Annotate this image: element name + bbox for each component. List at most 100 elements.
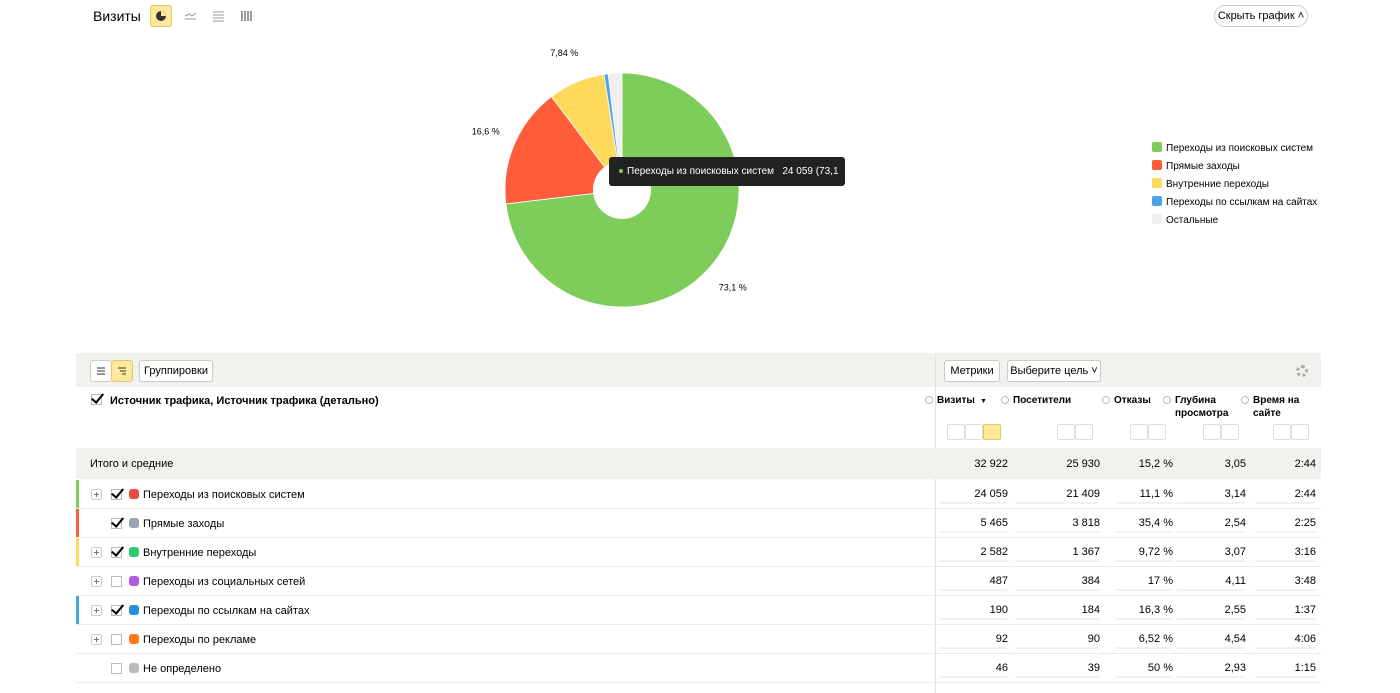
cell-value: 4,11 bbox=[1225, 575, 1246, 587]
column-title[interactable]: Глубина просмотра bbox=[1175, 395, 1229, 419]
view-toggle[interactable] bbox=[1273, 424, 1291, 440]
row-checkbox[interactable] bbox=[111, 663, 122, 674]
view-toggle[interactable] bbox=[1221, 424, 1239, 440]
sort-indicator: ▼ bbox=[979, 398, 987, 405]
view-toggle[interactable] bbox=[1203, 424, 1221, 440]
view-toggle[interactable] bbox=[1057, 424, 1075, 440]
sort-radio[interactable] bbox=[1001, 396, 1009, 404]
cell-track bbox=[1015, 589, 1099, 591]
pie-view-button[interactable] bbox=[150, 5, 172, 27]
tooltip: Переходы из поисковых систем 24 059 (73,… bbox=[609, 157, 845, 206]
list-view-button[interactable] bbox=[90, 360, 112, 382]
line-view-button[interactable] bbox=[180, 5, 202, 27]
column-header: Визиты ▼ bbox=[925, 394, 1005, 408]
cell-value: 3:48 bbox=[1294, 575, 1316, 587]
column-divider bbox=[935, 353, 936, 693]
groupings-button[interactable]: Группировки bbox=[139, 360, 213, 382]
cell-value: 5 465 bbox=[980, 517, 1008, 529]
expand-button[interactable] bbox=[91, 576, 102, 587]
cell-value: 39 bbox=[1087, 662, 1100, 674]
row-checkbox[interactable] bbox=[111, 547, 122, 558]
cell-value: 6,52 % bbox=[1138, 633, 1173, 645]
row-checkbox[interactable] bbox=[111, 489, 122, 500]
dimension-checkbox[interactable] bbox=[91, 394, 102, 405]
cell-track bbox=[1255, 676, 1315, 678]
expand-button[interactable] bbox=[91, 634, 102, 645]
column-title[interactable]: Посетители bbox=[1013, 395, 1072, 406]
legend-swatch bbox=[1152, 214, 1162, 224]
row-label: Переходы по рекламе bbox=[143, 634, 257, 646]
hide-chart-button[interactable]: Скрыть график ˄ bbox=[1214, 5, 1308, 27]
cell-track bbox=[1116, 531, 1172, 533]
hide-chart-label: Скрыть график bbox=[1217, 10, 1295, 22]
settings-icon[interactable] bbox=[1296, 365, 1308, 377]
view-toggle[interactable] bbox=[1291, 424, 1309, 440]
bar-view-button[interactable] bbox=[236, 5, 258, 27]
column-header: Время на сайте bbox=[1241, 394, 1313, 420]
cell-track bbox=[1255, 531, 1315, 533]
view-toggle[interactable] bbox=[965, 424, 983, 440]
metrics-button[interactable]: Метрики bbox=[944, 360, 1000, 382]
view-toggle[interactable] bbox=[1075, 424, 1093, 440]
sort-radio[interactable] bbox=[925, 396, 933, 404]
cell-value: 1 367 bbox=[1072, 546, 1100, 558]
list-icon bbox=[97, 367, 105, 375]
cell-track bbox=[1255, 618, 1315, 620]
cell-track bbox=[1255, 560, 1315, 562]
cell-track bbox=[1177, 502, 1245, 504]
row-separator bbox=[76, 624, 1321, 625]
cell-track bbox=[1177, 647, 1245, 649]
cell-value: 2,93 bbox=[1224, 662, 1246, 674]
row-color-stripe bbox=[76, 596, 79, 624]
legend-item: Переходы из поисковых систем bbox=[1152, 142, 1313, 156]
cell-track bbox=[1015, 531, 1099, 533]
area-icon bbox=[213, 11, 224, 22]
column-title[interactable]: Время на сайте bbox=[1253, 395, 1300, 419]
view-toggle[interactable] bbox=[947, 424, 965, 440]
cell-value: 4,54 bbox=[1224, 633, 1246, 645]
sort-radio[interactable] bbox=[1241, 396, 1249, 404]
view-toggle[interactable] bbox=[983, 424, 1001, 440]
goal-button[interactable]: Выберите цель ˅ bbox=[1007, 360, 1101, 382]
cell-value: 3:16 bbox=[1294, 546, 1316, 558]
cell-track bbox=[1116, 502, 1172, 504]
cell-value: 90 bbox=[1087, 633, 1100, 645]
tooltip-label: Переходы из поисковых систем bbox=[627, 166, 775, 177]
cell-value: 2,55 bbox=[1224, 604, 1246, 616]
column-title[interactable]: Визиты bbox=[937, 395, 975, 406]
source-icon bbox=[129, 518, 139, 528]
tree-icon bbox=[118, 367, 126, 375]
sort-radio[interactable] bbox=[1163, 396, 1171, 404]
view-toggle[interactable] bbox=[1148, 424, 1166, 440]
cell-value: 2:25 bbox=[1294, 517, 1316, 529]
legend-label: Переходы из поисковых систем bbox=[1166, 143, 1314, 154]
cell-track bbox=[1177, 560, 1245, 562]
cell-track bbox=[939, 647, 1007, 649]
row-label: Переходы из поисковых систем bbox=[143, 489, 305, 501]
view-toggle[interactable] bbox=[1130, 424, 1148, 440]
row-checkbox[interactable] bbox=[111, 605, 122, 616]
cell-track bbox=[1015, 676, 1099, 678]
column-header: Отказы bbox=[1102, 394, 1170, 407]
cell-value: 4:06 bbox=[1294, 633, 1316, 645]
expand-button[interactable] bbox=[91, 489, 102, 500]
row-checkbox[interactable] bbox=[111, 518, 122, 529]
area-view-button[interactable] bbox=[208, 5, 230, 27]
row-separator bbox=[76, 508, 1321, 509]
sort-radio[interactable] bbox=[1102, 396, 1110, 404]
pie-icon bbox=[156, 11, 166, 21]
cell-track bbox=[1015, 647, 1099, 649]
cell-value: 21 409 bbox=[1066, 488, 1100, 500]
expand-button[interactable] bbox=[91, 605, 102, 616]
cell-value: 50 % bbox=[1147, 662, 1173, 674]
row-checkbox[interactable] bbox=[111, 576, 122, 587]
row-checkbox[interactable] bbox=[111, 634, 122, 645]
report-title: Визиты bbox=[93, 8, 141, 24]
tree-view-button[interactable] bbox=[111, 360, 133, 382]
column-title[interactable]: Отказы bbox=[1114, 395, 1151, 406]
cell-track bbox=[1255, 589, 1315, 591]
expand-button[interactable] bbox=[91, 547, 102, 558]
cell-track bbox=[1015, 618, 1099, 620]
cell-value: 17 % bbox=[1147, 575, 1173, 587]
